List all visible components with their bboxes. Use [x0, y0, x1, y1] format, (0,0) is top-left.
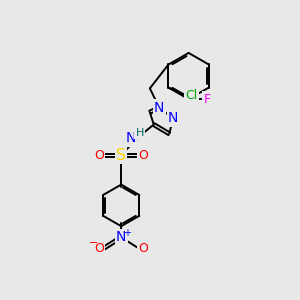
- Text: O: O: [139, 242, 148, 254]
- Text: O: O: [139, 149, 148, 162]
- Text: N: N: [116, 230, 126, 244]
- Text: S: S: [116, 148, 126, 163]
- Text: −: −: [88, 238, 98, 248]
- Text: O: O: [94, 149, 104, 162]
- Text: N: N: [168, 111, 178, 125]
- Text: O: O: [94, 242, 104, 254]
- Text: Cl: Cl: [186, 89, 198, 102]
- Text: F: F: [204, 93, 211, 106]
- Text: N: N: [125, 131, 136, 146]
- Text: N: N: [154, 100, 164, 115]
- Text: +: +: [123, 228, 131, 238]
- Text: H: H: [136, 128, 144, 138]
